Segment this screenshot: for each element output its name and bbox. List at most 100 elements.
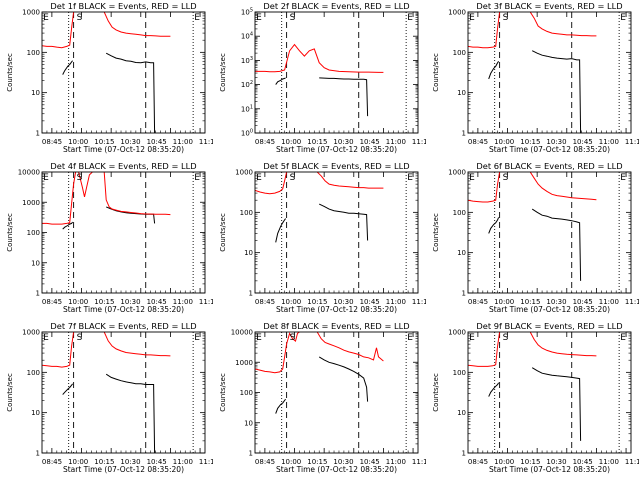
marker-label: E: [620, 333, 626, 343]
y-tick-label: 1: [249, 290, 253, 298]
marker-label: E: [620, 173, 626, 183]
series-events-line: [488, 61, 500, 80]
plot-frame: [254, 11, 419, 134]
y-tick-label: 1000: [22, 199, 40, 207]
x-tick-label: 10:30: [546, 458, 566, 466]
x-axis-label: Start Time (07-Oct-12 08:35:20): [276, 145, 397, 154]
x-tick-label: 10:00: [281, 298, 301, 306]
x-tick-label: 11:00: [599, 298, 619, 306]
marker-label: E: [469, 173, 475, 183]
series-events-line: [318, 356, 369, 402]
y-tick-label: 10: [457, 409, 466, 417]
x-tick-label: 11:00: [599, 458, 619, 466]
chart-title: Det 1f BLACK = Events, RED = LLD: [50, 1, 196, 11]
x-tick-label: 11:00: [386, 458, 406, 466]
series-lld-line: [255, 172, 288, 195]
series-events-line: [105, 373, 156, 453]
x-tick-label: 10:30: [120, 138, 140, 146]
y-tick-label: 10000: [18, 169, 40, 177]
x-tick-label: 10:30: [546, 138, 566, 146]
marker-label: E: [43, 13, 49, 23]
x-tick-label: 10:45: [573, 458, 593, 466]
y-axis-label: Counts/sec: [432, 373, 440, 412]
chart-title: Det 4f BLACK = Events, RED = LLD: [50, 161, 196, 171]
y-axis-label: Counts/sec: [219, 53, 227, 92]
x-tick-label: 10:30: [333, 138, 353, 146]
y-tick-label: 1: [462, 450, 466, 458]
y-tick-label: 100: [240, 209, 253, 217]
chart-title: Det 9f BLACK = Events, RED = LLD: [476, 321, 622, 331]
y-tick-label: 10: [31, 409, 40, 417]
series-events-line: [275, 77, 286, 85]
plot-frame: [41, 171, 206, 294]
x-tick-label: 08:45: [468, 138, 488, 146]
x-tick-label: 08:45: [42, 458, 62, 466]
y-tick-label: 104: [241, 32, 253, 41]
series-lld-line: [468, 332, 501, 367]
plot-frame: [467, 331, 632, 454]
y-tick-label: 1: [249, 450, 253, 458]
series-lld-line: [42, 12, 75, 49]
x-tick-label: 10:45: [147, 298, 167, 306]
x-tick-label: 10:15: [520, 138, 540, 146]
chart-det-6: Det 6f BLACK = Events, RED = LLD Counts/s…: [432, 161, 639, 314]
marker-label: S: [503, 13, 509, 23]
y-tick-label: 10: [31, 89, 40, 97]
x-tick-label: 10:15: [520, 458, 540, 466]
x-tick-label: 08:45: [468, 458, 488, 466]
marker-label: S: [503, 333, 509, 343]
chart-title: Det 2f BLACK = Events, RED = LLD: [263, 1, 409, 11]
series-events-line: [275, 398, 286, 414]
series-events-line: [105, 52, 156, 133]
x-axis-label: Start Time (07-Oct-12 08:35:20): [276, 305, 397, 314]
series-events-line: [319, 77, 369, 117]
series-events-line: [62, 383, 74, 395]
y-tick-label: 10: [31, 259, 40, 267]
x-tick-label: 11:15: [412, 138, 426, 146]
marker-label: S: [290, 173, 296, 183]
series-lld-line: [316, 172, 384, 189]
plot-frame: [41, 11, 206, 134]
y-tick-label: 1000: [448, 169, 466, 177]
x-tick-label: 10:45: [147, 458, 167, 466]
x-tick-label: 10:00: [494, 458, 514, 466]
marker-label: E: [256, 13, 262, 23]
y-tick-label: 100: [27, 49, 40, 57]
x-axis-label: Start Time (07-Oct-12 08:35:20): [276, 465, 397, 474]
x-tick-label: 10:00: [68, 458, 88, 466]
x-axis-label: Start Time (07-Oct-12 08:35:20): [63, 305, 184, 314]
marker-label: S: [290, 13, 296, 23]
x-tick-label: 11:15: [625, 138, 639, 146]
x-tick-label: 10:15: [307, 298, 327, 306]
series-events-line: [488, 217, 500, 234]
marker-label: S: [77, 173, 83, 183]
marker-label: E: [620, 13, 626, 23]
x-tick-label: 10:15: [94, 138, 114, 146]
chart-title: Det 8f BLACK = Events, RED = LLD: [263, 321, 409, 331]
x-axis-label: Start Time (07-Oct-12 08:35:20): [489, 305, 610, 314]
y-axis-label: Counts/sec: [6, 53, 14, 92]
x-tick-label: 10:15: [520, 298, 540, 306]
series-lld-line: [468, 172, 501, 203]
y-tick-label: 1: [36, 450, 40, 458]
plot-frame: [467, 11, 632, 134]
marker-label: E: [43, 173, 49, 183]
series-lld-line: [42, 332, 75, 368]
series-lld-line: [103, 332, 171, 357]
y-tick-label: 100: [241, 129, 253, 138]
x-tick-label: 10:15: [307, 458, 327, 466]
series-lld-line: [255, 332, 300, 374]
marker-label: S: [77, 333, 83, 343]
y-tick-label: 1000: [22, 329, 40, 337]
y-tick-label: 1: [36, 290, 40, 298]
x-axis-label: Start Time (07-Oct-12 08:35:20): [63, 145, 184, 154]
x-tick-label: 08:45: [255, 138, 275, 146]
y-axis-label: Counts/sec: [219, 213, 227, 252]
x-axis-label: Start Time (07-Oct-12 08:35:20): [63, 465, 184, 474]
y-tick-label: 1000: [22, 9, 40, 17]
series-events-line: [318, 203, 369, 241]
x-tick-label: 10:00: [68, 298, 88, 306]
x-tick-label: 11:00: [173, 458, 193, 466]
chart-title: Det 7f BLACK = Events, RED = LLD: [50, 321, 196, 331]
